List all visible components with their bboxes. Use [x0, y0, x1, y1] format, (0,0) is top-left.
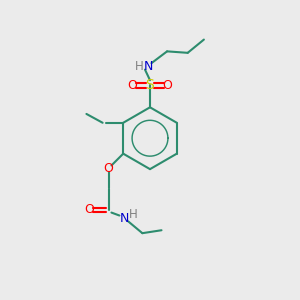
Text: H: H: [129, 208, 137, 220]
Text: O: O: [84, 203, 94, 216]
Text: N: N: [120, 212, 129, 225]
Text: S: S: [146, 78, 154, 92]
Text: H: H: [135, 60, 144, 73]
Text: O: O: [163, 79, 172, 92]
Text: N: N: [143, 60, 153, 73]
Text: O: O: [128, 79, 137, 92]
Text: O: O: [103, 162, 113, 175]
